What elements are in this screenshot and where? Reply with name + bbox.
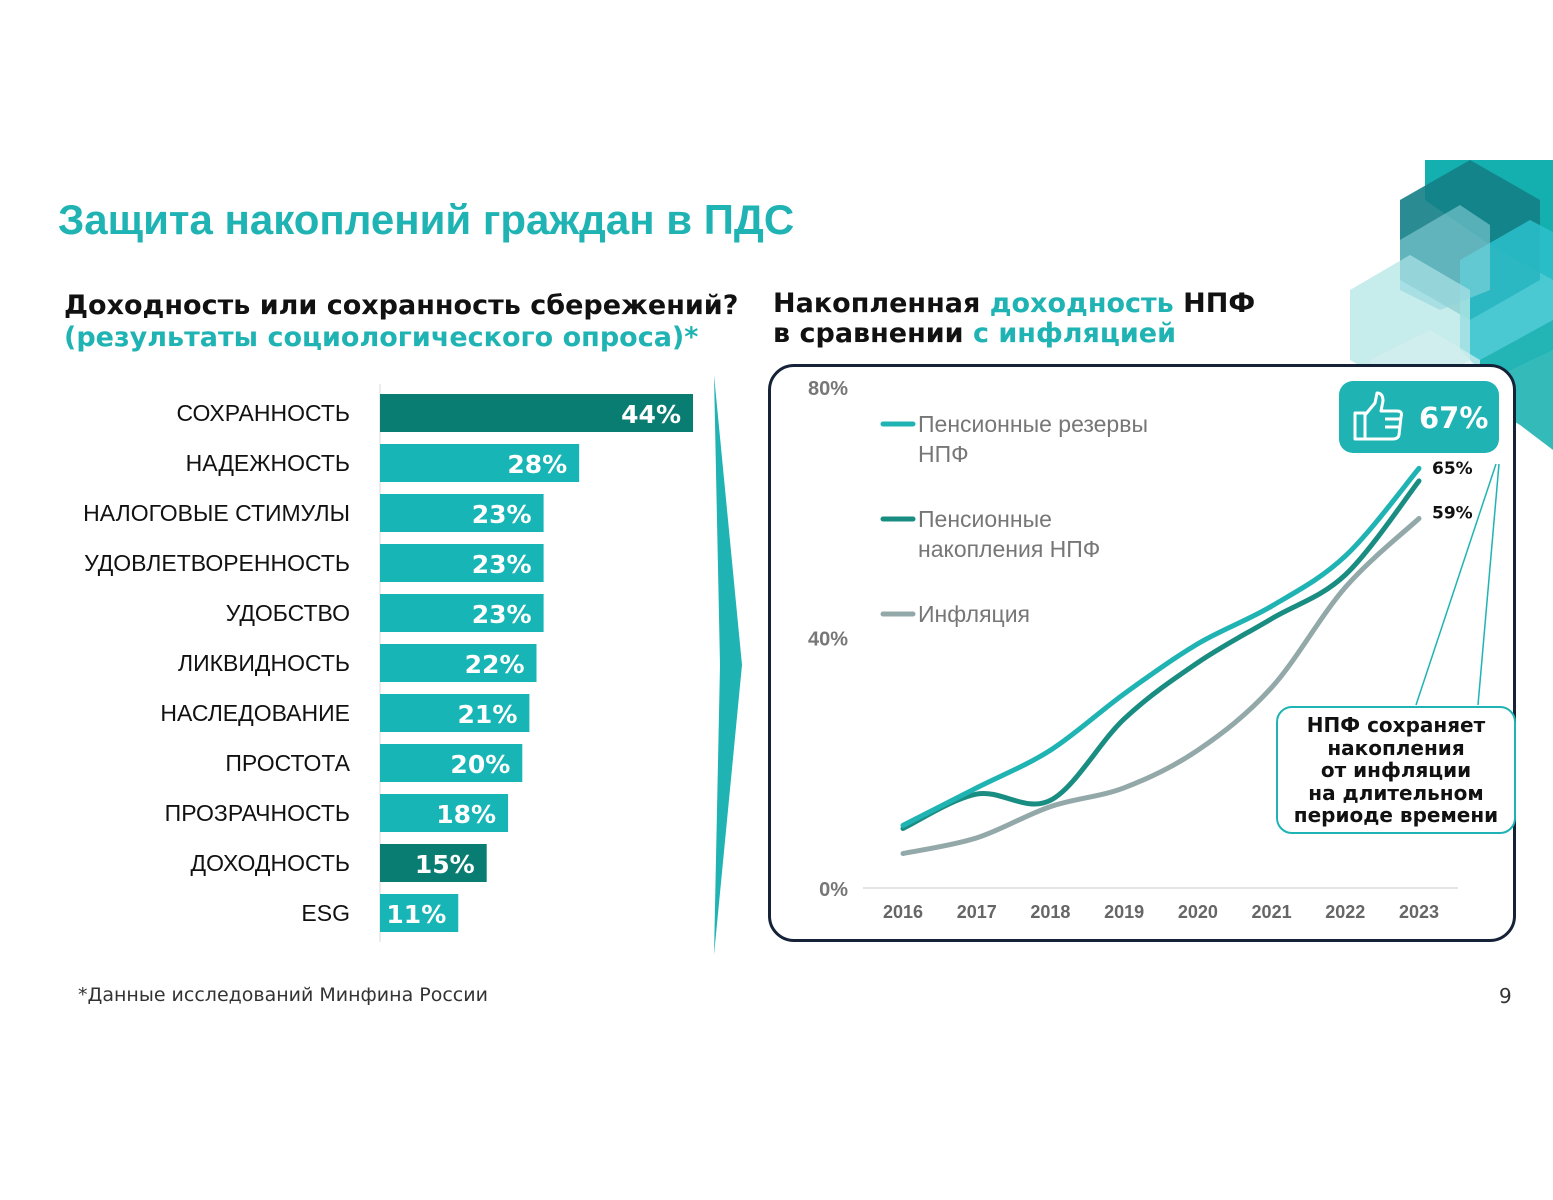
x-tick-label: 2017 [957, 902, 997, 922]
x-tick-label: 2020 [1178, 902, 1218, 922]
bar [380, 894, 459, 932]
bar [380, 394, 693, 432]
right-heading-part: Накопленная [773, 288, 990, 319]
badge-value: 67% [1419, 401, 1489, 435]
callout-pointer [1477, 463, 1500, 706]
series-line [900, 465, 1422, 828]
decorative-hexagons [1350, 160, 1553, 450]
bar-category-label: НАДЕЖНОСТЬ [186, 450, 350, 476]
bar-value-label: 23% [472, 500, 532, 529]
chevron-divider-icon [714, 375, 742, 955]
callout-line: НПФ сохраняет [1306, 713, 1486, 737]
bar-value-label: 22% [465, 650, 525, 679]
x-tick-label: 2019 [1104, 902, 1144, 922]
bar-value-label: 20% [450, 750, 510, 779]
right-heading-line2: в сравнении с инфляцией [773, 318, 1176, 349]
x-tick-label: 2023 [1399, 902, 1439, 922]
bar-value-label: 23% [472, 600, 532, 629]
y-tick-label: 0% [819, 879, 848, 901]
bar [380, 794, 509, 832]
bar-category-label: ESG [301, 900, 350, 926]
right-heading-line1: Накопленная доходность НПФ [773, 288, 1255, 319]
x-tick-label: 2022 [1325, 902, 1365, 922]
y-tick-label: 80% [808, 378, 848, 400]
callout-line: на длительном [1308, 780, 1484, 805]
legend-label: Пенсионные накопления НПФ [918, 506, 1100, 562]
bar [380, 444, 580, 482]
right-heading-part: НПФ [1173, 288, 1256, 319]
callout-line: от инфляции [1320, 758, 1472, 782]
bar-category-label: ПРОСТОТА [225, 750, 350, 776]
footnote: *Данные исследований Минфина России [78, 984, 488, 1006]
bar-value-label: 15% [415, 850, 475, 879]
bar-value-label: 21% [458, 700, 518, 729]
right-heading-accent: с инфляцией [972, 318, 1177, 349]
bar [380, 494, 544, 532]
line-chart-frame [768, 364, 1516, 942]
callout-line: периоде времени [1293, 803, 1499, 827]
bar [380, 544, 544, 582]
bar [380, 844, 487, 882]
bar-category-label: НАЛОГОВЫЕ СТИМУЛЫ [83, 500, 350, 526]
series-line [900, 516, 1422, 857]
thumbs-up-icon [1353, 391, 1403, 441]
series-end-label: 59% [1432, 504, 1473, 524]
bar-category-label: ДОХОДНОСТЬ [191, 850, 350, 876]
y-tick-label: 40% [808, 629, 848, 651]
series-line [900, 478, 1422, 832]
right-heading-accent: доходность [989, 288, 1174, 319]
bar [380, 644, 537, 682]
bar [380, 744, 523, 782]
accumulated-return-line-chart: 0% 40% 80% 2016 2017 2018 2019 2020 2021 2022 2023… [808, 378, 1500, 922]
bar-value-label: 18% [436, 800, 496, 829]
series-end-label: 65% [1432, 459, 1473, 479]
bar-category-label: ПРОЗРАЧНОСТЬ [165, 800, 350, 826]
bar-category-label: ЛИКВИДНОСТЬ [178, 650, 350, 676]
left-subheading: (результаты социологического опроса)* [64, 322, 699, 353]
bar [380, 694, 530, 732]
right-heading-part: в сравнении [773, 318, 973, 349]
bar-category-label: УДОВЛЕТВОРЕННОСТЬ [84, 550, 350, 576]
bar [380, 594, 544, 632]
bar-category-label: УДОБСТВО [226, 600, 350, 626]
callout-line: накопления [1327, 735, 1465, 760]
legend-label: Пенсионные резервы НПФ [918, 411, 1148, 467]
legend-label: Инфляция [918, 601, 1030, 627]
bar-value-label: 11% [386, 900, 446, 929]
bar-category-label: НАСЛЕДОВАНИЕ [160, 700, 350, 726]
callout-note: НПФ сохраняет накопления от инфляции на … [1276, 706, 1516, 834]
survey-bar-chart: СОХРАННОСТЬ 44% НАДЕЖНОСТЬ 28% НАЛОГОВЫЕ СТИ… [83, 384, 693, 942]
page-title: Защита накоплений граждан в ПДС [58, 196, 795, 243]
bar-value-label: 28% [507, 450, 567, 479]
x-tick-label: 2021 [1252, 902, 1292, 922]
callout-pointer [1415, 463, 1497, 706]
bar-value-label: 23% [472, 550, 532, 579]
x-tick-label: 2016 [883, 902, 923, 922]
result-badge: 67% [1339, 381, 1499, 453]
left-heading: Доходность или сохранность сбережений? [64, 290, 739, 321]
bar-category-label: СОХРАННОСТЬ [176, 400, 350, 426]
page-number: 9 [1499, 984, 1512, 1008]
bar-value-label: 44% [621, 400, 681, 429]
x-tick-label: 2018 [1030, 902, 1070, 922]
